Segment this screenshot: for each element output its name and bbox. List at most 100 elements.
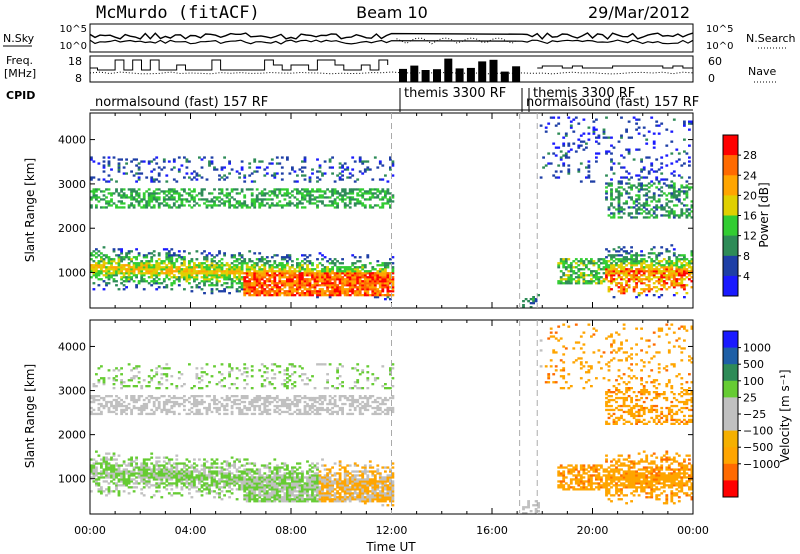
heatmap-cell bbox=[200, 468, 204, 471]
heatmap-cell bbox=[170, 464, 174, 467]
heatmap-cell bbox=[672, 190, 676, 193]
heatmap-cell bbox=[157, 206, 161, 209]
heatmap-cell bbox=[675, 196, 679, 199]
heatmap-cell bbox=[549, 116, 553, 119]
heatmap-cell bbox=[361, 280, 365, 283]
heatmap-cell bbox=[665, 262, 669, 265]
heatmap-cell bbox=[198, 192, 201, 195]
heatmap-cell bbox=[105, 196, 108, 199]
heatmap-cell bbox=[135, 198, 138, 201]
heatmap-cell bbox=[117, 466, 121, 469]
heatmap-cell bbox=[97, 254, 101, 257]
heatmap-cell bbox=[90, 406, 93, 410]
heatmap-cell bbox=[172, 274, 176, 277]
heatmap-cell bbox=[145, 462, 149, 465]
heatmap-cell bbox=[301, 188, 304, 191]
heatmap-cell bbox=[645, 212, 649, 215]
heatmap-cell bbox=[622, 258, 626, 261]
heatmap-cell bbox=[125, 264, 128, 267]
heatmap-cell bbox=[389, 274, 392, 277]
heatmap-cell bbox=[127, 379, 131, 382]
heatmap-cell bbox=[193, 270, 196, 273]
heatmap-cell bbox=[683, 254, 686, 257]
heatmap-cell bbox=[263, 274, 267, 277]
heatmap-cell bbox=[115, 486, 118, 489]
heatmap-cell bbox=[172, 188, 176, 191]
heatmap-cell bbox=[132, 375, 136, 378]
heatmap-cell bbox=[650, 288, 654, 291]
heatmap-cell bbox=[142, 256, 146, 259]
heatmap-cell bbox=[688, 212, 691, 215]
heatmap-cell bbox=[190, 470, 194, 473]
heatmap-cell bbox=[353, 292, 357, 295]
heatmap-cell bbox=[190, 272, 194, 275]
heatmap-cell bbox=[632, 290, 636, 293]
heatmap-cell bbox=[311, 188, 314, 191]
heatmap-cell bbox=[366, 292, 370, 295]
heatmap-cell bbox=[260, 260, 264, 263]
heatmap-cell bbox=[140, 272, 144, 275]
heatmap-cell bbox=[650, 208, 654, 211]
heatmap-cell bbox=[640, 182, 643, 185]
heatmap-cell bbox=[617, 276, 621, 279]
heatmap-cell bbox=[612, 216, 616, 219]
heatmap-cell bbox=[605, 248, 608, 251]
heatmap-cell bbox=[311, 172, 314, 175]
heatmap-cell bbox=[268, 288, 272, 291]
heatmap-cell bbox=[105, 262, 108, 265]
heatmap-cell bbox=[677, 198, 681, 201]
heatmap-cell bbox=[105, 474, 108, 477]
heatmap-cell bbox=[522, 304, 525, 307]
heatmap-cell bbox=[112, 248, 116, 251]
heatmap-cell bbox=[210, 466, 214, 469]
heatmap-cell bbox=[253, 282, 257, 285]
heatmap-cell bbox=[97, 188, 101, 191]
heatmap-cell bbox=[175, 476, 179, 479]
heatmap-cell bbox=[353, 282, 357, 285]
heatmap-cell bbox=[260, 284, 264, 287]
heatmap-cell bbox=[228, 202, 231, 205]
heatmap-cell bbox=[243, 176, 247, 179]
heatmap-cell bbox=[600, 280, 603, 283]
heatmap-cell bbox=[120, 258, 123, 261]
heatmap-cell bbox=[640, 170, 643, 173]
heatmap-cell bbox=[235, 266, 239, 269]
heatmap-cell bbox=[193, 278, 196, 281]
heatmap-cell bbox=[265, 202, 269, 205]
heatmap-cell bbox=[107, 278, 111, 281]
heatmap-cell bbox=[210, 260, 214, 263]
heatmap-cell bbox=[140, 488, 144, 491]
heatmap-cell bbox=[147, 196, 151, 199]
heatmap-cell bbox=[183, 472, 186, 475]
heatmap-cell bbox=[645, 202, 649, 205]
heatmap-cell bbox=[625, 170, 628, 173]
heatmap-cell bbox=[627, 192, 631, 195]
heatmap-cell bbox=[155, 371, 159, 374]
heatmap-cell bbox=[625, 200, 628, 203]
heatmap-cell bbox=[200, 484, 204, 487]
heatmap-cell bbox=[301, 196, 304, 199]
heatmap-cell bbox=[260, 270, 264, 273]
heatmap-cell bbox=[183, 190, 186, 193]
heatmap-cell bbox=[378, 280, 382, 283]
heatmap-cell bbox=[333, 190, 337, 193]
heatmap-cell bbox=[341, 194, 344, 197]
heatmap-cell bbox=[150, 260, 154, 263]
heatmap-cell bbox=[640, 212, 643, 215]
heatmap-cell bbox=[208, 395, 211, 398]
heatmap-cell bbox=[308, 284, 312, 287]
heatmap-cell bbox=[125, 280, 128, 283]
heatmap-cell bbox=[243, 284, 247, 287]
heatmap-cell bbox=[135, 286, 138, 289]
heatmap-cell bbox=[291, 194, 294, 197]
heatmap-cell bbox=[167, 474, 171, 477]
heatmap-cell bbox=[391, 272, 395, 275]
heatmap-cell bbox=[597, 264, 601, 267]
heatmap-cell bbox=[368, 286, 372, 289]
heatmap-cell bbox=[117, 200, 121, 203]
heatmap-cell bbox=[627, 212, 631, 215]
heatmap-cell bbox=[228, 470, 231, 473]
heatmap-cell bbox=[296, 276, 299, 279]
heatmap-cell bbox=[348, 286, 352, 289]
heatmap-cell bbox=[690, 254, 694, 257]
